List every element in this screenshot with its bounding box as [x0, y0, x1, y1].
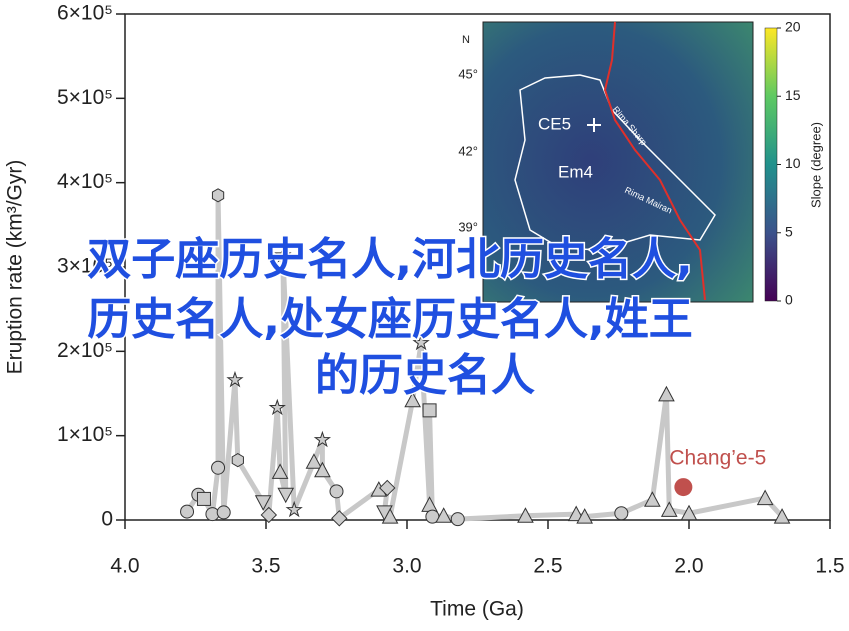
inset-map: N 45° 42° 39° CE5 Em4 Rima Sharp Rima Ma…	[458, 21, 823, 303]
point	[576, 508, 593, 524]
point	[260, 506, 278, 524]
x-tick-label: 2.0	[674, 555, 703, 578]
point	[614, 506, 629, 521]
y-tick-label: 2×10⁵	[57, 339, 113, 362]
overlay-text: 双子座历史名人,河北历史名人,	[87, 234, 692, 285]
point	[274, 246, 292, 263]
colorbar-tick-label: 20	[785, 19, 801, 35]
point	[773, 508, 791, 524]
x-tick-label: 3.0	[392, 555, 421, 578]
point	[680, 504, 698, 521]
highlight-point	[674, 478, 693, 497]
overlay: 双子座历史名人,河北历史名人, 历史名人,处女座历史名人,姓王 的历史名人	[86, 233, 694, 403]
point	[421, 496, 438, 512]
point	[404, 391, 421, 408]
point	[196, 491, 211, 506]
map-label: Em4	[558, 162, 593, 181]
point	[331, 510, 348, 527]
colorbar-tick-label: 5	[785, 223, 793, 239]
y-axis-label: Eruption rate (km³/Gyr)	[4, 160, 27, 375]
point	[660, 501, 678, 517]
point	[517, 507, 534, 523]
overlay-text: 历史名人,处女座历史名人,姓王	[87, 294, 692, 345]
north-label: N	[462, 34, 470, 46]
highlight-label: Chang’e-5	[669, 447, 766, 470]
y-tick-label: 3×10⁵	[57, 255, 113, 278]
point	[644, 491, 661, 507]
colorbar-tick-label: 0	[785, 292, 793, 308]
point	[277, 487, 295, 504]
overlay-text: 的历史名人	[315, 350, 535, 401]
point	[658, 385, 675, 402]
x-tick-label: 3.5	[251, 555, 280, 578]
y-tick-label: 6×10⁵	[57, 2, 113, 25]
point	[379, 479, 396, 497]
point	[381, 508, 399, 524]
x-tick-label: 1.5	[815, 555, 844, 578]
y-tick-label: 4×10⁵	[57, 170, 113, 193]
map-image	[482, 21, 754, 303]
x-tick-label: 4.0	[110, 555, 139, 578]
lat-label: 39°	[458, 219, 478, 234]
point	[329, 484, 344, 499]
y-tick-label: 5×10⁵	[57, 86, 113, 109]
point	[254, 495, 272, 511]
point	[305, 453, 323, 469]
point	[450, 512, 465, 527]
lat-label: 45°	[458, 66, 478, 81]
point	[285, 500, 303, 518]
rille	[603, 21, 706, 301]
point	[313, 430, 332, 448]
point	[422, 403, 437, 418]
point	[271, 463, 289, 479]
y-tick-label: 1×10⁵	[57, 423, 113, 446]
mare-outline	[514, 74, 716, 251]
point	[211, 460, 226, 475]
point	[314, 461, 331, 478]
colorbar	[764, 27, 778, 302]
point	[412, 333, 430, 351]
map-label: CE5	[538, 114, 571, 133]
point	[268, 398, 286, 416]
x-tick-label: 2.5	[533, 555, 562, 578]
point	[180, 504, 195, 519]
point	[756, 489, 774, 506]
point	[435, 507, 452, 523]
y-tick-label: 0	[101, 508, 113, 531]
colorbar-tick-label: 10	[785, 155, 801, 171]
lat-label: 42°	[458, 143, 478, 158]
colorbar-label: Slope (degree)	[808, 122, 823, 208]
point	[226, 370, 244, 388]
colorbar-tick-label: 15	[785, 87, 801, 103]
x-axis-label: Time (Ga)	[430, 598, 524, 621]
trend-line	[184, 192, 784, 522]
point	[216, 505, 231, 520]
point	[211, 188, 225, 203]
point	[231, 453, 244, 468]
